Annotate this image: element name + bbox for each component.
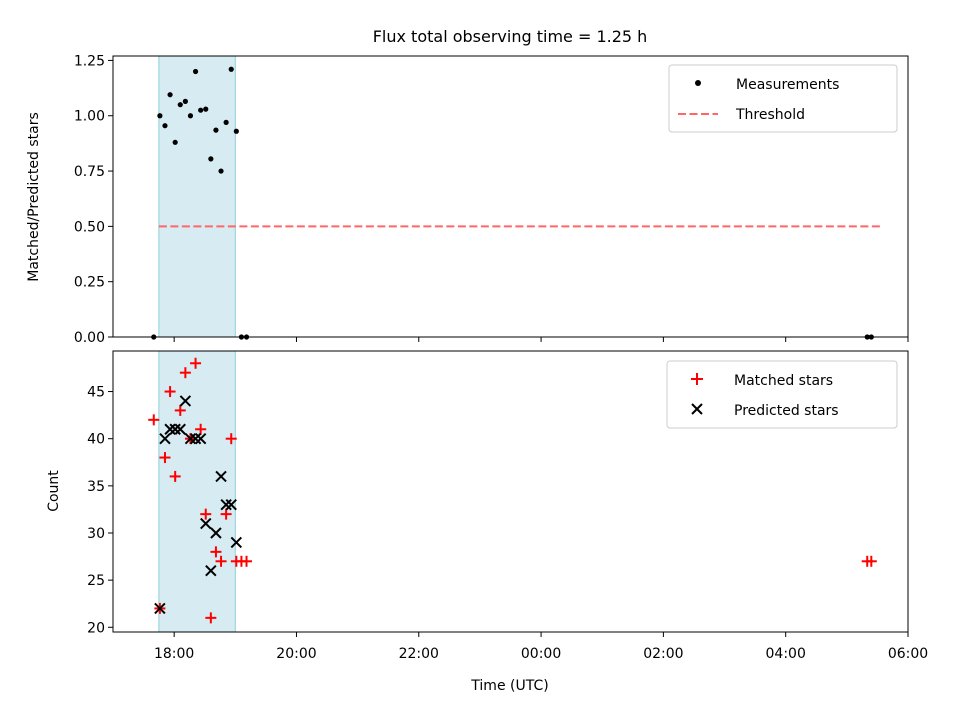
ratio-axes-frame: [112, 55, 909, 338]
matched-star-point: [205, 612, 217, 624]
ratio-y-tick-label: 0.50: [74, 219, 105, 235]
matched-star-point: [179, 367, 191, 379]
predicted-star-point: [164, 423, 176, 435]
matched-star-point: [195, 423, 207, 435]
measurement-point: [187, 113, 194, 119]
count-panel: 20 25 30 35 40 45 18:00 20:00 22:00 00:00 02:00 04…: [46, 350, 928, 694]
predicted-star-point: [215, 470, 227, 483]
predicted-star-point: [230, 536, 243, 549]
measurement-point: [223, 119, 229, 125]
matched-stars-layer: [148, 357, 877, 624]
measurement-point: [213, 127, 219, 133]
predicted-star-point: [169, 423, 181, 435]
predicted-star-point: [210, 527, 222, 539]
count-y-tick-label: 20: [87, 620, 105, 636]
predicted-star-point: [174, 423, 186, 435]
ratio-legend: Measurements Threshold: [668, 64, 898, 133]
ratio-y-tick-label: 0.25: [74, 275, 105, 291]
count-y-ticks: 20 25 30 35 40 45: [87, 385, 113, 636]
ratio-y-ticks: 0.00 0.25 0.50 0.75 1.00 1.25: [74, 53, 113, 346]
predicted-star-point: [189, 432, 202, 445]
predicted-stars-layer: [154, 395, 243, 615]
ratio-shaded-span-layer: [158, 55, 236, 338]
ratio-y-tick-label: 0.00: [74, 330, 105, 346]
ratio-y-axis-label: Matched/Predicted stars: [26, 112, 42, 282]
measurements-legend-label: Measurements: [736, 77, 839, 93]
ratio-y-tick-label: 1.00: [74, 109, 105, 125]
predicted-star-point: [154, 602, 166, 615]
predicted-star-point: [225, 498, 237, 511]
measurement-point: [198, 107, 204, 113]
predicted-legend-label: Predicted stars: [734, 403, 839, 419]
predicted-star-point: [194, 432, 207, 445]
threshold-legend-label: Threshold: [735, 107, 805, 123]
matched-star-point: [225, 433, 237, 445]
ratio-y-tick-label: 1.25: [74, 53, 105, 69]
measurements-legend-marker: [695, 80, 701, 86]
predicted-star-point: [159, 432, 171, 445]
predicted-star-point: [205, 565, 217, 577]
count-y-tick-label: 45: [87, 385, 105, 401]
predicted-legend-marker: [691, 403, 703, 415]
matched-star-point: [148, 414, 160, 426]
measurement-point: [182, 98, 188, 104]
measurement-point: [172, 139, 178, 145]
x-tick-label: 20:00: [276, 646, 316, 662]
count-legend: Matched stars Predicted stars: [666, 360, 898, 429]
measurements-layer: [151, 66, 874, 340]
measurement-point: [162, 123, 168, 129]
x-axis-label: Time (UTC): [470, 678, 548, 694]
matched-star-point: [169, 470, 181, 482]
matched-star-point: [865, 555, 877, 567]
x-tick-label: 00:00: [521, 646, 561, 662]
matched-star-point: [215, 555, 227, 567]
matched-star-point: [241, 555, 253, 567]
count-y-tick-label: 30: [87, 526, 105, 542]
ratio-legend-box: [668, 64, 898, 133]
measurement-point: [218, 168, 224, 174]
x-tick-label: 06:00: [888, 646, 928, 662]
ratio-y-tick-label: 0.75: [74, 164, 105, 180]
measurement-point: [167, 92, 173, 98]
predicted-star-point: [184, 432, 197, 445]
matched-star-point: [220, 508, 232, 520]
count-x-ticks: 18:00 20:00 22:00 00:00 02:00 04:00 06:00: [154, 632, 928, 662]
count-shaded-span: [158, 350, 236, 633]
count-y-tick-label: 40: [87, 432, 105, 448]
predicted-star-point: [200, 517, 212, 530]
x-tick-label: 04:00: [766, 646, 806, 662]
matched-star-point: [210, 546, 222, 558]
matched-legend-label: Matched stars: [734, 373, 833, 389]
count-y-axis-label: Count: [46, 470, 62, 512]
matched-star-point: [174, 404, 186, 416]
count-axes-frame: [112, 350, 909, 633]
measurement-point: [177, 102, 183, 108]
measurement-point: [233, 128, 239, 134]
count-y-tick-label: 25: [87, 573, 105, 589]
predicted-star-point: [220, 498, 232, 511]
matched-star-point: [200, 508, 212, 520]
ratio-shaded-span: [158, 55, 236, 338]
measurement-point: [208, 156, 214, 162]
matched-legend-marker: [691, 373, 703, 385]
measurement-point: [203, 106, 209, 112]
measurement-point: [157, 113, 163, 119]
x-tick-label: 18:00: [154, 646, 194, 662]
x-tick-label: 02:00: [643, 646, 683, 662]
count-shaded-span-layer: [158, 350, 236, 633]
matched-star-point: [190, 357, 202, 369]
matched-star-point: [159, 452, 171, 464]
chart-title: Flux total observing time = 1.25 h: [373, 27, 648, 46]
count-y-tick-label: 35: [87, 479, 105, 495]
predicted-star-point: [179, 395, 192, 407]
measurement-point: [192, 68, 199, 75]
ratio-x-ticks: [173, 337, 909, 342]
ratio-panel: 0.00 0.25 0.50 0.75 1.00 1.25 Flux total obse…: [26, 27, 909, 346]
matched-star-point: [164, 386, 176, 398]
count-legend-box: [666, 360, 898, 429]
measurement-point: [228, 66, 234, 72]
x-tick-label: 22:00: [399, 646, 439, 662]
